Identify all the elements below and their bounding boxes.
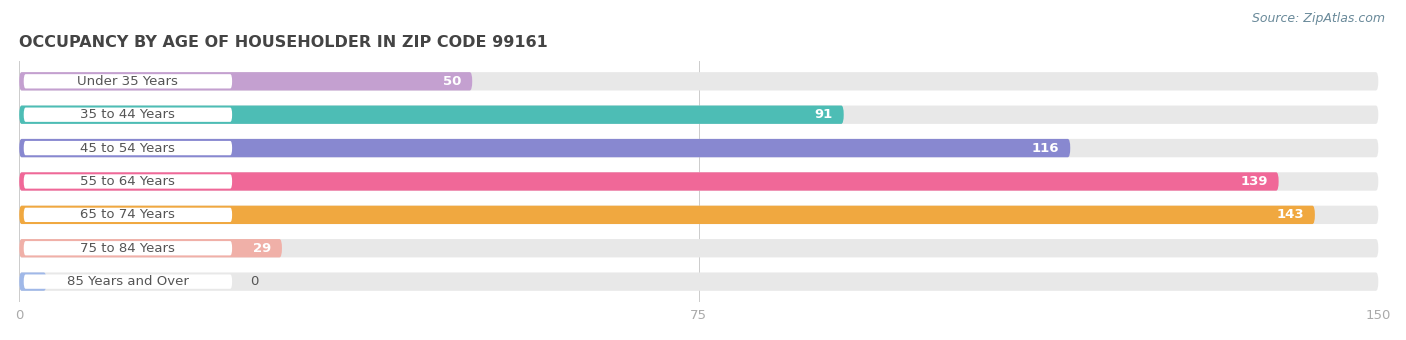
Text: 143: 143 xyxy=(1277,208,1303,221)
FancyBboxPatch shape xyxy=(20,72,472,90)
Text: 55 to 64 Years: 55 to 64 Years xyxy=(80,175,176,188)
Text: 139: 139 xyxy=(1240,175,1268,188)
Text: 116: 116 xyxy=(1032,141,1059,155)
FancyBboxPatch shape xyxy=(20,105,844,124)
Text: 29: 29 xyxy=(253,242,271,255)
FancyBboxPatch shape xyxy=(24,174,232,189)
Text: Under 35 Years: Under 35 Years xyxy=(77,75,179,88)
Text: 65 to 74 Years: 65 to 74 Years xyxy=(80,208,176,221)
Text: 91: 91 xyxy=(814,108,832,121)
Text: 35 to 44 Years: 35 to 44 Years xyxy=(80,108,176,121)
FancyBboxPatch shape xyxy=(20,272,1378,291)
FancyBboxPatch shape xyxy=(24,141,232,155)
Text: 50: 50 xyxy=(443,75,461,88)
FancyBboxPatch shape xyxy=(20,172,1278,191)
FancyBboxPatch shape xyxy=(20,139,1378,157)
FancyBboxPatch shape xyxy=(20,272,46,291)
FancyBboxPatch shape xyxy=(20,105,1378,124)
FancyBboxPatch shape xyxy=(24,208,232,222)
FancyBboxPatch shape xyxy=(20,206,1378,224)
Text: 45 to 54 Years: 45 to 54 Years xyxy=(80,141,176,155)
FancyBboxPatch shape xyxy=(20,239,283,257)
FancyBboxPatch shape xyxy=(24,241,232,255)
FancyBboxPatch shape xyxy=(20,139,1070,157)
Text: 0: 0 xyxy=(250,275,259,288)
FancyBboxPatch shape xyxy=(24,74,232,88)
FancyBboxPatch shape xyxy=(24,107,232,122)
Text: Source: ZipAtlas.com: Source: ZipAtlas.com xyxy=(1251,12,1385,25)
FancyBboxPatch shape xyxy=(20,172,1378,191)
FancyBboxPatch shape xyxy=(24,274,232,289)
Text: OCCUPANCY BY AGE OF HOUSEHOLDER IN ZIP CODE 99161: OCCUPANCY BY AGE OF HOUSEHOLDER IN ZIP C… xyxy=(20,35,548,50)
Text: 75 to 84 Years: 75 to 84 Years xyxy=(80,242,176,255)
FancyBboxPatch shape xyxy=(20,239,1378,257)
FancyBboxPatch shape xyxy=(20,206,1315,224)
FancyBboxPatch shape xyxy=(20,72,1378,90)
Text: 85 Years and Over: 85 Years and Over xyxy=(67,275,188,288)
